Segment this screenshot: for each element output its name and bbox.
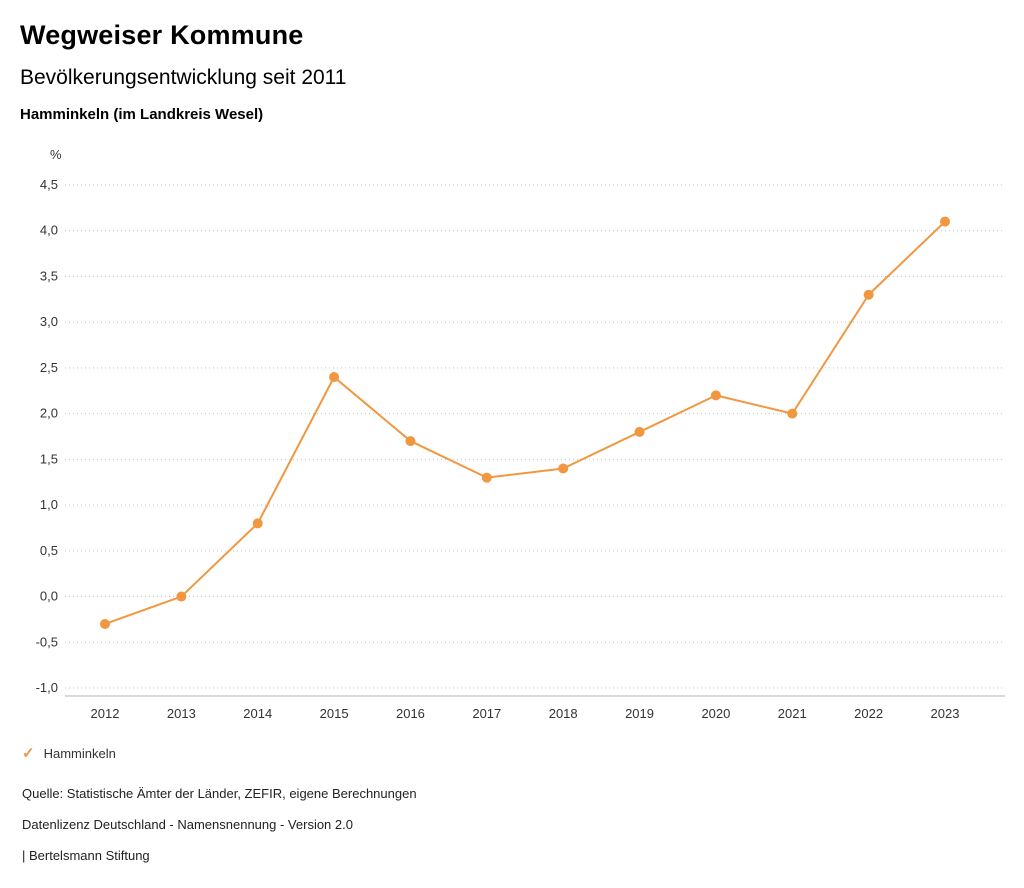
data-point[interactable] [405,436,416,447]
data-point[interactable] [863,289,874,300]
x-tick-label: 2023 [931,706,960,721]
x-tick-label: 2022 [854,706,883,721]
data-point[interactable] [176,591,187,602]
app-title: Wegweiser Kommune [20,20,304,50]
y-tick-label: 4,0 [40,223,58,238]
y-tick-label: -1,0 [36,680,58,695]
y-tick-label: 1,0 [40,497,58,512]
x-tick-label: 2012 [91,706,120,721]
y-tick-label: 0,5 [40,543,58,558]
x-tick-label: 2014 [243,706,272,721]
y-tick-label: 2,5 [40,360,58,375]
chart-title: Bevölkerungsentwicklung seit 2011 [20,66,347,89]
series-line [104,220,946,625]
data-point[interactable] [100,618,110,629]
y-axis-unit-label: % [50,147,62,162]
x-tick-label: 2020 [701,706,730,721]
data-point[interactable] [940,216,950,227]
legend-item-hamminkeln[interactable]: Hamminkeln [43,746,116,761]
data-point[interactable] [558,463,569,474]
y-tick-label: 2,0 [40,406,58,421]
x-tick-label: 2017 [472,706,501,721]
check-icon: ✓ [22,745,35,762]
y-tick-label: 4,5 [40,177,58,192]
data-point[interactable] [252,518,263,529]
data-point[interactable] [710,390,721,401]
population-line-chart[interactable]: 4,5 4,0 3,5 3,0 2,5 2,0 1,5 1,0 0,5 0,0 -0,5 -1,0 20… [0,140,1024,740]
data-point[interactable] [787,408,798,419]
x-tick-label: 2019 [625,706,654,721]
publisher-line: | Bertelsmann Stiftung [22,848,150,863]
chart-area: 4,5 4,0 3,5 3,0 2,5 2,0 1,5 1,0 0,5 0,0 -0,5 -1,0 20… [0,140,1024,740]
data-point[interactable] [634,426,645,437]
license-line: Datenlizenz Deutschland - Namensnennung … [22,817,353,832]
x-tick-label: 2021 [778,706,807,721]
data-point[interactable] [329,372,340,383]
y-tick-label: 0,0 [40,589,58,604]
data-point[interactable] [481,472,492,483]
x-tick-label: 2018 [549,706,578,721]
y-tick-label: -0,5 [36,634,58,649]
y-tick-label: 3,5 [40,268,58,283]
x-tick-label: 2013 [167,706,196,721]
x-tick-label: 2015 [320,706,349,721]
y-tick-label: 1,5 [40,451,58,466]
y-tick-label: 3,0 [40,314,58,329]
legend: ✓ Hamminkeln [22,746,116,761]
region-subtitle: Hamminkeln (im Landkreis Wesel) [20,106,264,123]
x-tick-label: 2016 [396,706,425,721]
source-line: Quelle: Statistische Ämter der Länder, Z… [22,786,417,801]
